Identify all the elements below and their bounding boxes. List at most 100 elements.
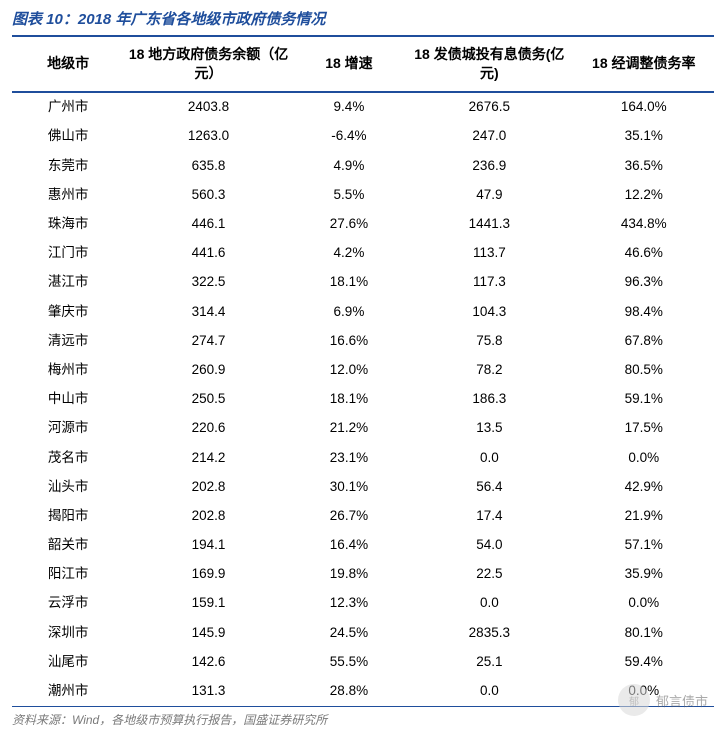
table-row: 韶关市194.116.4%54.057.1% (12, 531, 714, 560)
table-cell: 202.8 (124, 472, 292, 501)
table-cell: 1263.0 (124, 122, 292, 151)
table-cell: 47.9 (405, 180, 573, 209)
table-cell: 67.8% (574, 326, 714, 355)
table-cell: 96.3% (574, 268, 714, 297)
table-cell: 17.4 (405, 501, 573, 530)
table-row: 清远市274.716.6%75.867.8% (12, 326, 714, 355)
table-cell: 322.5 (124, 268, 292, 297)
table-cell: 35.1% (574, 122, 714, 151)
table-cell: 9.4% (293, 92, 405, 122)
table-cell: 36.5% (574, 151, 714, 180)
table-cell: 441.6 (124, 239, 292, 268)
table-cell: 28.8% (293, 677, 405, 707)
header-cell: 18 地方政府债务余额（亿元） (124, 36, 292, 92)
table-cell: 46.6% (574, 239, 714, 268)
table-cell: 河源市 (12, 414, 124, 443)
table-row: 佛山市1263.0-6.4%247.035.1% (12, 122, 714, 151)
table-row: 茂名市214.223.1%0.00.0% (12, 443, 714, 472)
table-cell: 梅州市 (12, 355, 124, 384)
table-cell: 2403.8 (124, 92, 292, 122)
table-row: 云浮市159.112.3%0.00.0% (12, 589, 714, 618)
table-cell: 142.6 (124, 647, 292, 676)
table-cell: 东莞市 (12, 151, 124, 180)
table-cell: 云浮市 (12, 589, 124, 618)
table-cell: 202.8 (124, 501, 292, 530)
table-row: 肇庆市314.46.9%104.398.4% (12, 297, 714, 326)
table-cell: 145.9 (124, 618, 292, 647)
table-cell: 12.2% (574, 180, 714, 209)
table-cell: 肇庆市 (12, 297, 124, 326)
table-cell: 16.6% (293, 326, 405, 355)
table-cell: 揭阳市 (12, 501, 124, 530)
table-cell: 12.0% (293, 355, 405, 384)
source-note: 资料来源：Wind，各地级市预算执行报告，国盛证券研究所 (12, 711, 714, 728)
table-cell: 169.9 (124, 560, 292, 589)
table-cell: 78.2 (405, 355, 573, 384)
table-cell: 274.7 (124, 326, 292, 355)
table-cell: 17.5% (574, 414, 714, 443)
table-cell: 6.9% (293, 297, 405, 326)
table-row: 江门市441.64.2%113.746.6% (12, 239, 714, 268)
table-cell: 清远市 (12, 326, 124, 355)
table-cell: 19.8% (293, 560, 405, 589)
table-cell: 13.5 (405, 414, 573, 443)
chart-title: 图表 10：2018 年广东省各地级市政府债务情况 (12, 8, 714, 29)
table-row: 惠州市560.35.5%47.912.2% (12, 180, 714, 209)
table-cell: 250.5 (124, 385, 292, 414)
table-cell: 韶关市 (12, 531, 124, 560)
table-cell: 80.5% (574, 355, 714, 384)
table-cell: 0.0% (574, 589, 714, 618)
table-cell: 22.5 (405, 560, 573, 589)
table-row: 汕尾市142.655.5%25.159.4% (12, 647, 714, 676)
table-cell: 57.1% (574, 531, 714, 560)
table-row: 潮州市131.328.8%0.00.0% (12, 677, 714, 707)
table-cell: 220.6 (124, 414, 292, 443)
table-cell: 55.5% (293, 647, 405, 676)
header-cell: 18 发债城投有息债务(亿元) (405, 36, 573, 92)
table-cell: 佛山市 (12, 122, 124, 151)
table-cell: 214.2 (124, 443, 292, 472)
table-cell: 59.4% (574, 647, 714, 676)
table-cell: 0.0 (405, 677, 573, 707)
table-cell: 江门市 (12, 239, 124, 268)
header-cell: 18 增速 (293, 36, 405, 92)
table-cell: 236.9 (405, 151, 573, 180)
table-row: 揭阳市202.826.7%17.421.9% (12, 501, 714, 530)
table-cell: 113.7 (405, 239, 573, 268)
table-row: 珠海市446.127.6%1441.3434.8% (12, 210, 714, 239)
table-cell: 深圳市 (12, 618, 124, 647)
table-cell: 26.7% (293, 501, 405, 530)
table-cell: 0.0% (574, 443, 714, 472)
table-cell: 汕头市 (12, 472, 124, 501)
table-cell: 164.0% (574, 92, 714, 122)
table-cell: 12.3% (293, 589, 405, 618)
table-cell: 27.6% (293, 210, 405, 239)
table-cell: 1441.3 (405, 210, 573, 239)
table-cell: 42.9% (574, 472, 714, 501)
table-cell: 104.3 (405, 297, 573, 326)
table-cell: 21.2% (293, 414, 405, 443)
chart-container: 图表 10：2018 年广东省各地级市政府债务情况 地级市 18 地方政府债务余… (0, 0, 726, 728)
table-cell: 21.9% (574, 501, 714, 530)
table-cell: 珠海市 (12, 210, 124, 239)
table-cell: 560.3 (124, 180, 292, 209)
table-cell: 446.1 (124, 210, 292, 239)
table-cell: -6.4% (293, 122, 405, 151)
table-cell: 131.3 (124, 677, 292, 707)
table-cell: 194.1 (124, 531, 292, 560)
table-cell: 56.4 (405, 472, 573, 501)
table-cell: 434.8% (574, 210, 714, 239)
table-row: 阳江市169.919.8%22.535.9% (12, 560, 714, 589)
table-cell: 潮州市 (12, 677, 124, 707)
table-row: 河源市220.621.2%13.517.5% (12, 414, 714, 443)
table-cell: 35.9% (574, 560, 714, 589)
table-cell: 25.1 (405, 647, 573, 676)
table-cell: 260.9 (124, 355, 292, 384)
table-cell: 2835.3 (405, 618, 573, 647)
table-cell: 98.4% (574, 297, 714, 326)
table-cell: 18.1% (293, 268, 405, 297)
table-cell: 24.5% (293, 618, 405, 647)
table-row: 广州市2403.89.4%2676.5164.0% (12, 92, 714, 122)
header-cell: 地级市 (12, 36, 124, 92)
table-row: 东莞市635.84.9%236.936.5% (12, 151, 714, 180)
